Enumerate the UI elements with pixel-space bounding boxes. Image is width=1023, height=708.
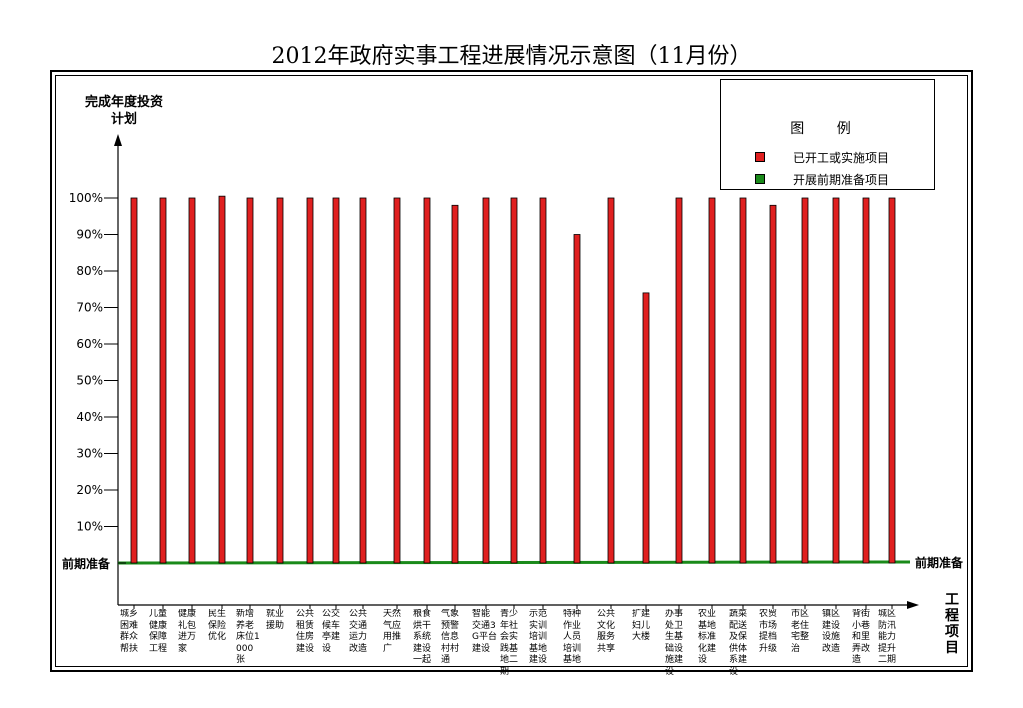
bar <box>159 197 167 564</box>
chart-title: 2012年政府实事工程进展情况示意图（11月份） <box>271 44 752 69</box>
y-tick-label: 100% <box>69 191 103 205</box>
category-label: 背街小巷和里弄改造 <box>852 609 871 665</box>
category-label: 智能交通3G平台建设 <box>472 609 497 654</box>
y-tick-label: 70% <box>76 301 103 315</box>
outer-frame <box>50 70 973 672</box>
category-label: 公共文化服务共享 <box>597 609 616 654</box>
x-axis-title: 工程项目 <box>945 592 959 656</box>
y-tick-label: 80% <box>76 264 103 278</box>
y-axis-arrow <box>114 134 122 146</box>
legend-label: 已开工或实施项目 <box>793 151 890 165</box>
baseline-label-right: 前期准备 <box>915 556 964 570</box>
category-label: 示范实训培训基地建设 <box>529 609 548 665</box>
category-label: 特种作业人员培训基地 <box>563 609 582 665</box>
bar <box>539 197 547 564</box>
category-label: 扩建妇儿大楼 <box>632 609 651 642</box>
y-axis-title: 完成年度投资计划 <box>84 95 163 127</box>
bar <box>306 197 314 564</box>
bar <box>276 197 284 564</box>
category-label: 儿童健康保障工程 <box>149 609 168 654</box>
legend: 图 例 已开工或实施项目 开展前期准备项目 <box>720 79 935 190</box>
bar <box>769 204 777 564</box>
category-label: 公共交通运力改造 <box>349 609 368 654</box>
y-tick-label: 20% <box>76 483 103 497</box>
legend-title: 图 例 <box>790 121 865 137</box>
bar <box>423 197 431 564</box>
legend-label: 开展前期准备项目 <box>793 173 890 187</box>
bar <box>675 197 683 564</box>
category-label: 青少年社会实践基地二期 <box>500 609 519 677</box>
bar <box>739 197 747 564</box>
category-label: 蔬菜配送及保供体系建设 <box>729 609 748 677</box>
bar <box>642 292 650 564</box>
category-label: 粮食烘干系统建设一起 <box>413 609 432 665</box>
bar <box>510 197 518 564</box>
baseline-label-left: 前期准备 <box>62 557 111 571</box>
inner-frame <box>55 75 968 667</box>
category-label: 新增养老床位1000张 <box>236 609 260 665</box>
bar <box>482 197 490 564</box>
bar <box>359 197 367 564</box>
bar <box>832 197 840 564</box>
y-tick-label: 90% <box>76 228 103 242</box>
legend-swatch-red <box>755 152 765 162</box>
category-label: 城乡困难群众帮扶 <box>120 609 139 654</box>
bar <box>246 197 254 564</box>
bar <box>708 197 716 564</box>
category-label: 办事处卫生基础设施建设 <box>665 609 684 677</box>
category-label: 公交候车亭建设 <box>322 609 341 654</box>
bar <box>130 197 138 564</box>
category-label: 民生保险优化 <box>208 609 227 642</box>
y-tick-label: 50% <box>76 374 103 388</box>
bar <box>332 197 340 564</box>
bar <box>888 197 896 564</box>
y-tick-label: 60% <box>76 337 103 351</box>
y-tick-label: 10% <box>76 520 103 534</box>
bar <box>862 197 870 564</box>
category-label: 天然气应用推广 <box>383 609 402 654</box>
x-axis-arrow <box>907 601 919 609</box>
y-tick-label: 40% <box>76 410 103 424</box>
category-label: 镇区建设设施改造 <box>822 609 841 654</box>
bar <box>188 197 196 564</box>
category-label: 城区防汛能力提升二期 <box>878 609 897 665</box>
legend-swatch-green <box>755 174 765 184</box>
category-label: 公共租赁住房建设 <box>296 609 315 654</box>
category-label: 健康礼包进万家 <box>178 609 197 654</box>
bar <box>607 197 615 564</box>
category-label: 农贸市场提档升级 <box>759 609 778 654</box>
category-label: 就业援助 <box>266 609 285 631</box>
bar <box>573 234 581 564</box>
bar <box>393 197 401 564</box>
y-tick-label: 30% <box>76 447 103 461</box>
bar <box>218 195 226 564</box>
bar <box>801 197 809 564</box>
bar <box>451 204 459 564</box>
category-label: 市区老住宅整治 <box>791 609 810 654</box>
category-label: 农业基地标准化建设 <box>698 609 717 665</box>
category-label: 气象预警信息村村通 <box>441 609 460 665</box>
